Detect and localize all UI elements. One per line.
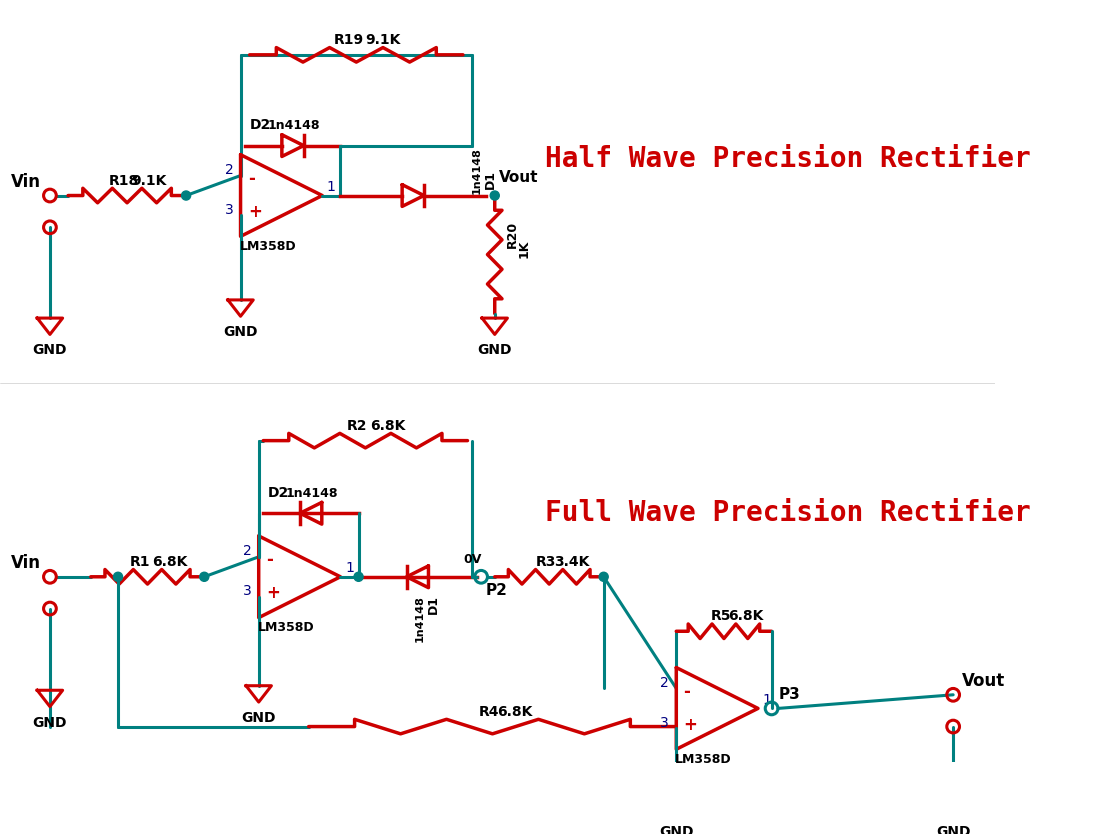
- Text: 6.8K: 6.8K: [152, 555, 187, 569]
- Text: 1n4148: 1n4148: [415, 595, 425, 642]
- Text: 1K: 1K: [517, 239, 530, 258]
- Text: 1: 1: [327, 180, 335, 194]
- Text: +: +: [266, 584, 279, 602]
- Text: LM358D: LM358D: [675, 753, 732, 766]
- Text: 6.8K: 6.8K: [496, 705, 533, 719]
- Text: 1: 1: [345, 561, 354, 575]
- Text: Vout: Vout: [500, 170, 539, 185]
- Circle shape: [600, 572, 608, 581]
- Text: 6.8K: 6.8K: [729, 610, 764, 623]
- Text: 9.1K: 9.1K: [365, 33, 401, 47]
- Text: 3: 3: [225, 203, 233, 217]
- Text: D2: D2: [267, 486, 289, 500]
- Text: D1: D1: [483, 170, 496, 189]
- Text: 1n4148: 1n4148: [267, 119, 320, 133]
- Text: -: -: [684, 683, 690, 701]
- Text: D2: D2: [250, 118, 271, 133]
- Text: GND: GND: [659, 825, 694, 834]
- Text: P3: P3: [779, 687, 800, 702]
- Text: GND: GND: [478, 344, 512, 358]
- Circle shape: [182, 191, 191, 200]
- Text: GND: GND: [33, 716, 67, 730]
- Text: 3.4K: 3.4K: [553, 555, 590, 569]
- Text: 2: 2: [225, 163, 233, 177]
- Text: 3: 3: [242, 584, 251, 598]
- Text: GND: GND: [936, 825, 970, 834]
- Text: D1: D1: [427, 595, 439, 614]
- Text: Half Wave Precision Rectifier: Half Wave Precision Rectifier: [545, 145, 1030, 173]
- Text: GND: GND: [224, 325, 258, 339]
- Text: -: -: [248, 170, 254, 188]
- Text: R20: R20: [505, 221, 518, 249]
- Circle shape: [199, 572, 208, 581]
- Text: R5: R5: [710, 610, 731, 623]
- Text: 2: 2: [242, 544, 251, 558]
- Text: GND: GND: [241, 711, 276, 725]
- Text: 1: 1: [763, 693, 772, 707]
- Text: 3: 3: [660, 716, 669, 730]
- Text: R18: R18: [109, 173, 139, 188]
- Text: R4: R4: [479, 705, 500, 719]
- Text: 9.1K: 9.1K: [132, 173, 167, 188]
- Text: R3: R3: [536, 555, 556, 569]
- Text: 1n4148: 1n4148: [286, 487, 339, 500]
- Text: +: +: [248, 203, 262, 221]
- Text: Vin: Vin: [11, 555, 41, 572]
- Text: 2: 2: [660, 676, 669, 690]
- Circle shape: [114, 572, 123, 581]
- Text: Vin: Vin: [11, 173, 41, 191]
- Circle shape: [490, 191, 500, 200]
- Text: LM358D: LM358D: [240, 240, 296, 253]
- Text: LM358D: LM358D: [258, 621, 315, 634]
- Text: +: +: [684, 716, 697, 734]
- Text: 1n4148: 1n4148: [471, 147, 481, 194]
- Circle shape: [354, 572, 363, 581]
- Text: Vout: Vout: [962, 672, 1005, 691]
- Text: 0V: 0V: [463, 553, 481, 566]
- Text: GND: GND: [33, 344, 67, 358]
- Text: R19: R19: [333, 33, 364, 47]
- Text: R2: R2: [347, 419, 368, 433]
- Text: R1: R1: [129, 555, 150, 569]
- Text: -: -: [266, 551, 273, 570]
- Text: Full Wave Precision Rectifier: Full Wave Precision Rectifier: [545, 500, 1030, 527]
- Text: P2: P2: [486, 583, 507, 598]
- Text: 6.8K: 6.8K: [370, 419, 406, 433]
